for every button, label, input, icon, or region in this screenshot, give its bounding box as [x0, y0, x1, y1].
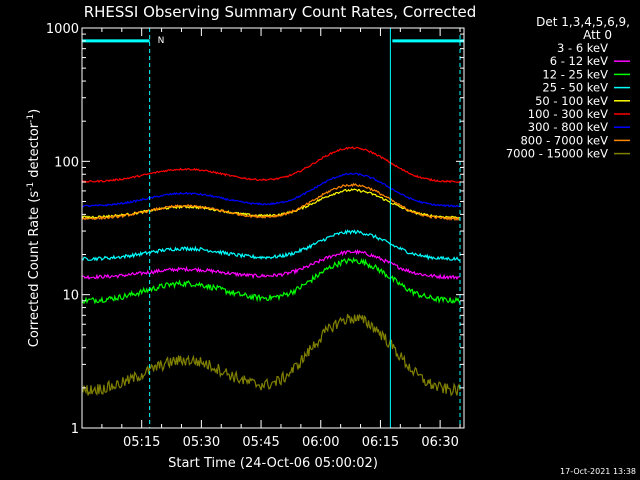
- chart-title: RHESSI Observing Summary Count Rates, Co…: [84, 3, 477, 21]
- legend-label-6: 300 - 800 keV: [528, 120, 608, 134]
- night-label: N: [158, 36, 165, 46]
- x-tick-label-4: 06:15: [362, 435, 399, 450]
- legend-label-8: 7000 - 15000 keV: [506, 147, 608, 161]
- x-axis-label: Start Time (24-Oct-06 05:00:02): [168, 456, 378, 471]
- x-tick-label-0: 05:15: [123, 435, 160, 450]
- y-tick-label-3: 1000: [46, 22, 79, 37]
- series-line-2: [81, 256, 461, 305]
- y-axis: 1 10 100 1000: [46, 22, 464, 437]
- legend-label-2: 12 - 25 keV: [542, 67, 608, 81]
- legend-detectors: Det 1,3,4,5,6,9,: [536, 15, 630, 29]
- footer-date: 17-Oct-2021 13:38: [560, 467, 636, 476]
- legend-attenuator: Att 0: [583, 28, 612, 42]
- series-line-3: [81, 229, 461, 262]
- y-axis-label-mid: detector: [27, 122, 42, 182]
- y-tick-label-0: 1: [71, 422, 79, 437]
- x-tick-label-1: 05:30: [183, 435, 220, 450]
- series-line-5: [81, 146, 461, 184]
- y-tick-label-2: 100: [54, 155, 79, 170]
- y-axis-label-end: ): [27, 109, 42, 114]
- legend-label-7: 800 - 7000 keV: [520, 133, 608, 147]
- series-layer: [81, 146, 461, 397]
- series-line-8: [81, 313, 461, 397]
- x-tick-label-5: 06:30: [421, 435, 458, 450]
- plot-frame: [81, 27, 465, 429]
- x-tick-label-3: 06:00: [302, 435, 339, 450]
- x-tick-label-2: 05:45: [242, 435, 279, 450]
- legend-label-3: 25 - 50 keV: [542, 81, 608, 95]
- y-tick-label-1: 10: [62, 289, 79, 304]
- y-axis-label-sup2: -1: [26, 114, 36, 123]
- legend-label-4: 50 - 100 keV: [535, 94, 608, 108]
- night-intervals: N: [82, 28, 464, 428]
- y-axis-label-main: Corrected Count Rate (s: [27, 191, 42, 348]
- y-axis-label-sup1: -1: [26, 182, 36, 191]
- series-line-6: [82, 172, 461, 208]
- legend-label-0: 3 - 6 keV: [557, 41, 608, 55]
- legend-label-1: 6 - 12 keV: [550, 54, 608, 68]
- series-line-7: [81, 182, 461, 222]
- legend-label-5: 100 - 300 keV: [528, 107, 608, 121]
- series-line-0: [81, 277, 461, 361]
- x-axis: 05:15 05:30 05:45 06:00 06:15 06:30: [81, 28, 461, 450]
- y-axis-label: Corrected Count Rate (s-1 detector-1): [26, 109, 42, 347]
- series-line-1: [81, 249, 461, 281]
